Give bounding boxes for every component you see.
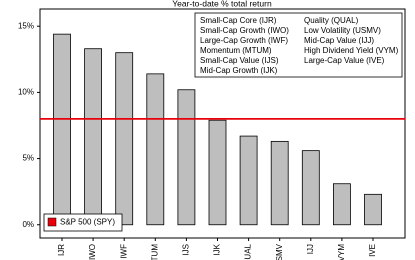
legend-label: S&P 500 (SPY) [60,218,115,227]
bar [115,52,134,226]
note: Small-Cap Value (IJS) [200,56,279,65]
x-tick-label: IJK [213,243,222,255]
note: Mid-Cap Value (IJJ) [304,36,374,45]
chart-title: Year-to-date % total return [172,0,272,8]
bar [208,119,227,226]
x-tick-label: IWF [119,244,128,259]
x-tick-label: IVE [368,244,377,257]
y-tick-label: 0% [22,220,34,229]
x-tick-label: VYM [337,244,346,260]
bar [301,150,320,226]
y-tick-label: 10% [18,88,34,97]
x-tick-label: SMV [275,243,284,260]
note: Mid-Cap Growth (IJK) [200,66,278,75]
bar [270,140,289,226]
note: Momentum (MTUM) [200,46,272,55]
bar [332,183,351,226]
note: Large-Cap Growth (IWF) [200,36,288,45]
bar [146,73,165,226]
y-tick-label: 5% [22,154,34,163]
bar [177,89,196,226]
note: Large-Cap Value (IVE) [304,56,385,65]
x-tick-label: IJS [182,244,191,256]
note: Small-Cap Core (IJR) [200,16,277,25]
bar [84,48,102,226]
x-tick-label: QUAL [244,243,253,260]
note: High Dividend Yield (VYM) [304,46,399,55]
x-tick-label: IJJ [306,244,315,254]
x-tick-label: IWO [88,244,97,260]
note: Small-Cap Growth (IWO) [200,26,289,35]
plot-frame [39,8,406,239]
notes-box [194,12,403,78]
legend-box [43,213,123,232]
x-tick-label: TUM [150,244,159,260]
x-tick-label: IJR [57,244,66,256]
note: Quality (QUAL) [304,16,359,25]
note: Low Volatility (USMV) [304,26,381,35]
bar [364,193,382,226]
y-tick-label: 15% [18,21,34,30]
bar [53,33,71,226]
legend-swatch [47,217,57,227]
bar [239,135,258,226]
